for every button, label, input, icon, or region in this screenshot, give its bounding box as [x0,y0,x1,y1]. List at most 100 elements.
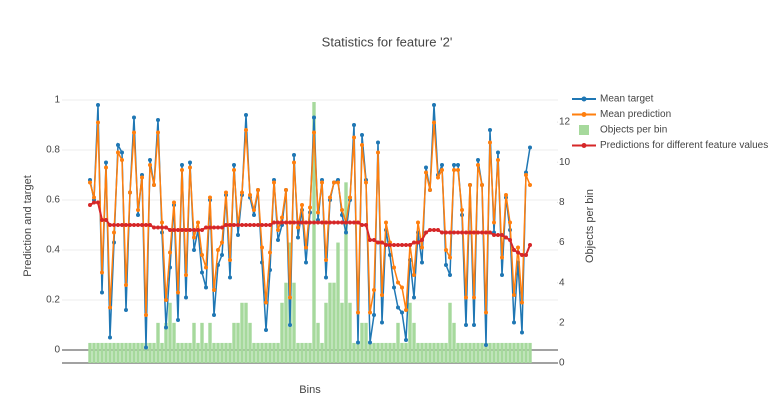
marker [232,163,236,167]
marker [324,258,328,262]
marker [248,223,252,227]
marker [228,223,232,227]
marker [152,225,156,230]
marker [260,245,264,250]
marker [452,230,456,235]
marker [144,313,148,317]
marker [292,153,296,157]
bar [388,342,392,363]
chart-title: Statistics for feature '2' [322,34,453,49]
line [89,104,531,348]
marker [448,255,452,260]
marker [404,243,408,247]
legend-swatch [581,143,587,148]
y-tick-label: 1 [54,95,60,106]
marker [244,128,248,132]
bar [348,302,352,363]
marker [304,260,308,265]
marker [128,223,132,227]
marker [444,230,448,235]
bar [88,342,92,363]
marker [520,300,524,305]
marker [364,223,368,227]
bar [108,342,112,363]
marker [156,225,160,230]
marker [164,325,168,330]
marker [488,128,492,132]
bar [352,342,356,363]
marker [252,208,256,212]
bar [144,342,148,363]
marker [248,193,252,197]
marker [500,273,504,277]
bar [416,342,420,363]
bar [456,342,460,363]
marker [264,300,268,305]
y-tick-label: 0.8 [46,145,60,156]
marker [444,248,448,252]
marker [224,223,228,227]
marker [188,228,192,232]
marker [520,253,524,257]
bar [248,322,252,363]
marker [432,228,436,232]
bar [292,282,296,363]
marker [384,220,388,225]
bar [136,342,140,363]
bar [120,342,124,363]
marker [252,223,256,227]
bar [156,322,160,363]
bar [104,342,108,363]
marker [396,305,400,310]
marker [212,288,216,292]
marker [492,233,496,237]
marker [508,220,512,225]
marker [368,310,372,315]
marker [220,225,224,230]
marker [336,220,340,225]
marker [292,220,296,225]
marker [496,158,500,162]
x-axis-title: Bins [299,384,321,396]
marker [224,190,228,195]
marker [360,143,364,147]
marker [144,223,148,227]
marker [484,343,488,347]
marker [284,188,288,192]
marker [400,285,404,290]
marker [312,115,316,120]
bar [496,342,500,363]
marker [212,225,216,230]
marker [104,165,108,170]
marker [484,310,488,315]
marker [288,220,292,225]
marker [280,215,284,220]
marker [316,220,320,225]
marker [476,163,480,167]
marker [148,163,152,167]
marker [292,160,296,165]
legend-label: Objects per bin [600,125,667,136]
bar [384,342,388,363]
marker [492,220,496,225]
marker [340,220,344,225]
bar [312,102,316,363]
marker [220,240,224,245]
marker [108,223,112,227]
marker [280,220,284,225]
marker [456,230,460,235]
marker [436,175,440,180]
marker [524,173,528,177]
marker [424,170,428,175]
marker [528,243,532,247]
marker [420,245,424,250]
bar [400,342,404,363]
marker [456,168,460,172]
bar [336,242,340,363]
marker [332,180,336,185]
bar [460,342,464,363]
marker [144,345,148,350]
marker [512,293,516,297]
marker [476,158,480,162]
marker [440,168,444,172]
